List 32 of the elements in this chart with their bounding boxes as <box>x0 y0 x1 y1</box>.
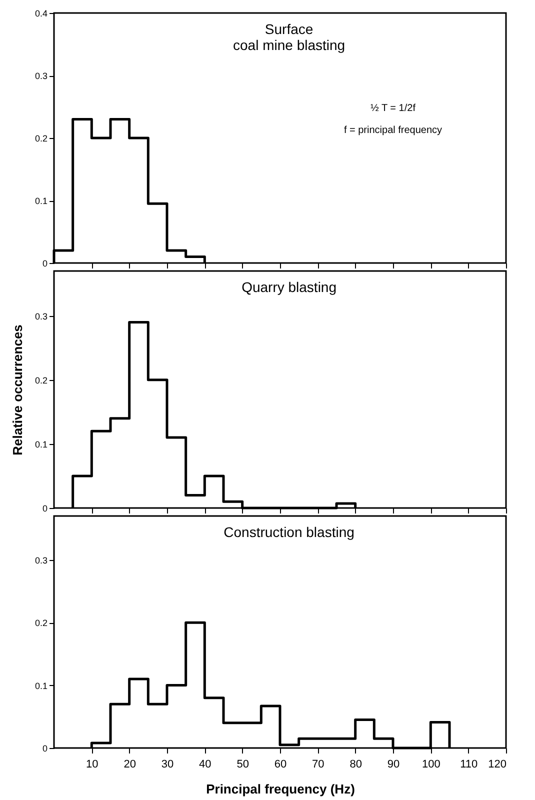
annotation: ½ T = 1/2f <box>370 103 416 114</box>
text: Surface coal mine blasting <box>233 21 346 53</box>
text: Quarry blasting <box>242 279 337 295</box>
x-tick-label: 70 <box>312 758 324 770</box>
y-tick-label: 0.4 <box>34 8 48 18</box>
x-tick-label: 10 <box>86 758 98 770</box>
y-tick-label: 0.2 <box>34 618 48 628</box>
y-tick-label: 0.1 <box>34 439 48 450</box>
x-tick-label: 20 <box>124 758 136 770</box>
y-tick-label: 0.3 <box>34 311 48 322</box>
y-tick-label: 0.1 <box>34 196 48 206</box>
x-tick-label: 90 <box>387 758 400 770</box>
x-tick-label: 50 <box>236 758 249 770</box>
x-tick-label: 100 <box>422 758 440 770</box>
y-tick-label: 0 <box>42 504 48 514</box>
x-tick-label: 40 <box>199 758 212 770</box>
x-tick-label: 60 <box>274 758 287 770</box>
annotation: f = principal frequency <box>344 125 442 136</box>
y-tick-label: 0.2 <box>34 134 48 144</box>
y-tick-label: 0.1 <box>34 680 48 691</box>
x-tick-label: 120 <box>488 758 506 770</box>
y-tick-label: 0.3 <box>34 71 48 81</box>
x-tick-label: 110 <box>460 758 478 770</box>
y-tick-label: 0.2 <box>34 375 48 386</box>
y-tick-label: 0.3 <box>34 555 48 566</box>
x-tick-label: 80 <box>350 758 362 770</box>
x-tick-label: 30 <box>161 758 174 770</box>
text: Construction blasting <box>224 524 354 540</box>
y-axis-title: Relative occurrences <box>10 324 25 456</box>
x-axis-title: Principal frequency (Hz) <box>206 782 355 796</box>
y-tick-label: 0 <box>42 258 48 268</box>
y-tick-label: 0 <box>42 744 48 754</box>
